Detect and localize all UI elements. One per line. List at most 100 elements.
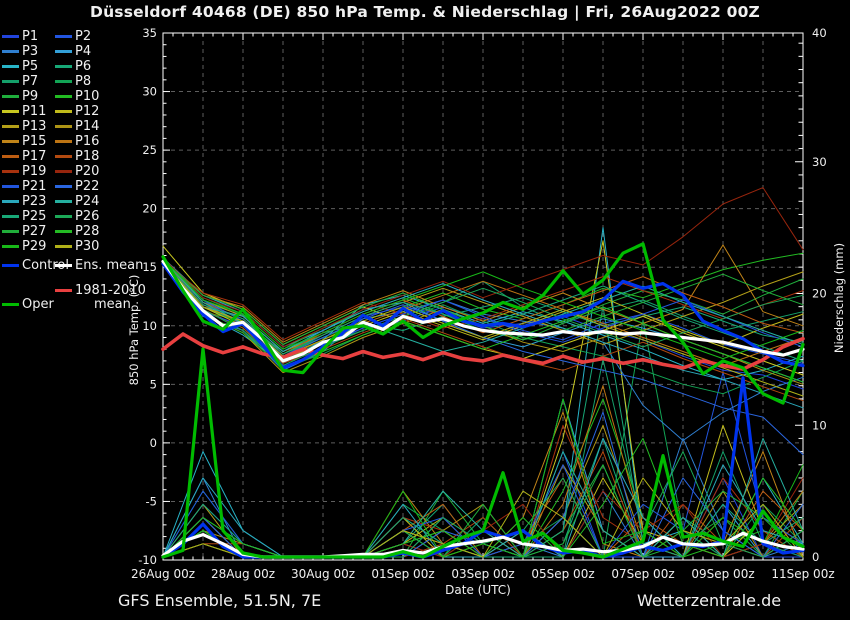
- legend-item-ens-mean-label: Ens. mean: [75, 258, 144, 273]
- y-tick-label-left: 20: [142, 202, 157, 216]
- x-tick-label: 01Sep 00z: [371, 567, 434, 581]
- footer-model-info: GFS Ensemble, 51.5N, 7E: [118, 591, 322, 610]
- y-tick-label-right: 20: [812, 287, 827, 301]
- legend-item-p8-label: P8: [75, 74, 92, 89]
- temp-member-p29: [162, 258, 804, 360]
- legend-item-p17-swatch: [2, 155, 19, 158]
- temp-member-p15: [162, 244, 804, 343]
- legend-item-p28-swatch: [55, 230, 72, 233]
- temp-member-p10: [162, 252, 804, 355]
- legend-item-p21-swatch: [2, 185, 19, 188]
- legend-item-ens-mean-swatch: [55, 264, 72, 267]
- y-axis-title-temp: 850 hPa Temp. (°C): [127, 274, 141, 386]
- x-axis-title: Date (UTC): [445, 583, 511, 597]
- y-tick-label-left: 0: [150, 436, 157, 450]
- y-tick-label-left: 15: [142, 260, 157, 274]
- legend-item-p13-swatch: [2, 125, 19, 128]
- legend-item-p1-swatch: [2, 35, 19, 38]
- legend-item-control-swatch: [2, 264, 19, 267]
- legend-item-p2-swatch: [55, 35, 72, 38]
- legend-item-p12-swatch: [55, 110, 72, 113]
- legend-item-p22-label: P22: [75, 179, 100, 194]
- x-tick-label: 11Sep 00z: [771, 567, 834, 581]
- plot-border: [162, 32, 804, 561]
- legend-item-p14-swatch: [55, 125, 72, 128]
- legend-item-p14-label: P14: [75, 119, 100, 134]
- legend-item-p18-swatch: [55, 155, 72, 158]
- legend-item-p26-swatch: [55, 215, 72, 218]
- legend-item-p25-swatch: [2, 215, 19, 218]
- legend-item-p25-label: P25: [22, 209, 47, 224]
- legend-item-p20-label: P20: [75, 164, 100, 179]
- legend-item-p2-label: P2: [75, 29, 92, 44]
- temp-control: [161, 262, 805, 370]
- temp-member-p19: [162, 260, 804, 341]
- y-tick-label-right: 30: [812, 155, 827, 169]
- legend-item-p6-label: P6: [75, 59, 92, 74]
- footer-branding: Wetterzentrale.de: [637, 591, 782, 610]
- legend-item-p5-swatch: [2, 65, 19, 68]
- legend-item-p1-label: P1: [22, 29, 39, 44]
- legend-item-climate-mean-label: 1981-2010: [75, 283, 146, 298]
- legend-item-p26-label: P26: [75, 209, 100, 224]
- legend-item-p20-swatch: [55, 170, 72, 173]
- legend-item-p9-label: P9: [22, 89, 39, 104]
- legend-item-p18-label: P18: [75, 149, 100, 164]
- legend-item-p15-label: P15: [22, 134, 47, 149]
- legend-item-climate-mean-swatch: [55, 289, 72, 292]
- legend-item-p9-swatch: [2, 95, 19, 98]
- legend-item-p10-label: P10: [75, 89, 100, 104]
- y-axis-title-precip: Niederschlag (mm): [832, 242, 846, 354]
- legend-item-p7-swatch: [2, 80, 19, 83]
- legend-item-p4-label: P4: [75, 44, 92, 59]
- y-tick-label-left: 30: [142, 85, 157, 99]
- legend-item-p11-swatch: [2, 110, 19, 113]
- legend-item-p4-swatch: [55, 50, 72, 53]
- y-tick-label-left: -5: [146, 494, 157, 508]
- legend-item-p30-label: P30: [75, 239, 100, 254]
- legend-item-p3-swatch: [2, 50, 19, 53]
- legend-item-p24-swatch: [55, 200, 72, 203]
- legend-item-p29-label: P29: [22, 239, 47, 254]
- legend-item-p10-swatch: [55, 95, 72, 98]
- legend-item-p21-label: P21: [22, 179, 47, 194]
- y-tick-label-left: 5: [150, 377, 157, 391]
- y-tick-label-right: 10: [812, 418, 827, 432]
- temp-member-p20: [162, 187, 804, 348]
- legend-item-p23-swatch: [2, 200, 19, 203]
- y-tick-label-right: 0: [812, 550, 819, 564]
- x-tick-label: 09Sep 00z: [691, 567, 754, 581]
- temp-oper: [161, 242, 805, 405]
- temp-member-p23: [162, 263, 804, 409]
- legend-item-p17-label: P17: [22, 149, 47, 164]
- y-tick-label-left: 35: [142, 26, 157, 40]
- legend-item-p7-label: P7: [22, 74, 39, 89]
- temp-member-p30: [162, 262, 804, 397]
- legend-item-p8-swatch: [55, 80, 72, 83]
- legend-item-p27-swatch: [2, 230, 19, 233]
- legend-item-p11-label: P11: [22, 104, 47, 119]
- x-tick-label: 07Sep 00z: [611, 567, 674, 581]
- legend-item-p27-label: P27: [22, 224, 47, 239]
- legend-item-p12-label: P12: [75, 104, 100, 119]
- x-tick-label: 26Aug 00z: [131, 567, 195, 581]
- legend-item-p5-label: P5: [22, 59, 39, 74]
- legend-item-climate-mean-line2-label: mean: [94, 297, 131, 312]
- legend-item-p16-swatch: [55, 140, 72, 143]
- legend-item-p24-label: P24: [75, 194, 100, 209]
- legend-item-p22-swatch: [55, 185, 72, 188]
- legend-item-p19-label: P19: [22, 164, 47, 179]
- x-tick-label: 03Sep 00z: [451, 567, 514, 581]
- legend-item-p29-swatch: [2, 245, 19, 248]
- legend-item-oper-label: Oper: [22, 297, 54, 312]
- legend-item-p16-label: P16: [75, 134, 100, 149]
- y-tick-label-left: 10: [142, 319, 157, 333]
- legend-item-control-label: Control: [22, 258, 69, 273]
- legend-item-p19-swatch: [2, 170, 19, 173]
- x-tick-label: 28Aug 00z: [211, 567, 275, 581]
- y-tick-label-left: -10: [138, 553, 157, 567]
- x-tick-label: 05Sep 00z: [531, 567, 594, 581]
- precip-oper: [161, 347, 805, 559]
